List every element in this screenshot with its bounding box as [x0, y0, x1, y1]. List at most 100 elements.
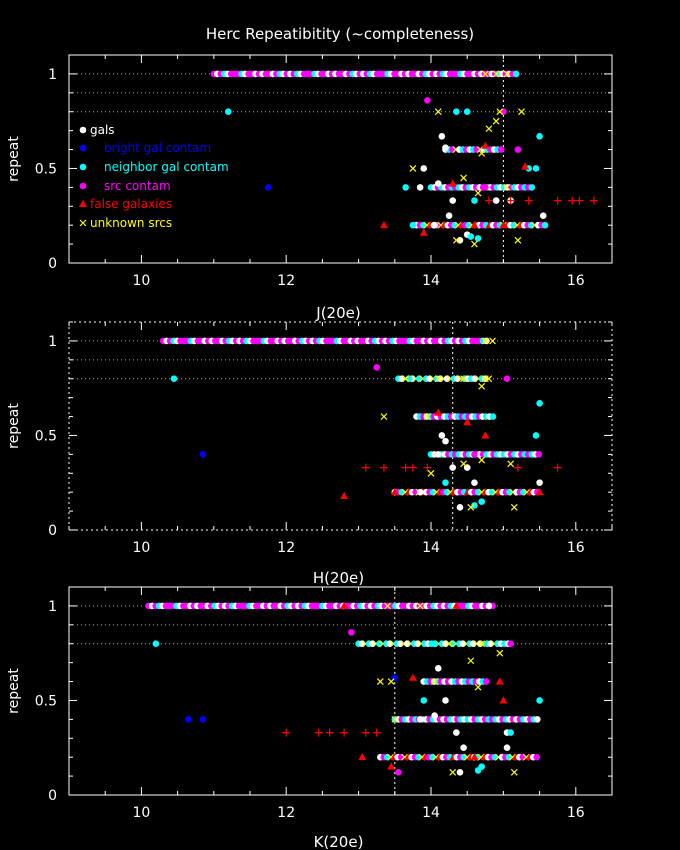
point-neighbor — [402, 184, 409, 191]
point-false — [423, 463, 432, 472]
legend-item-bright: bright gal contam — [79, 141, 211, 155]
point-unknown — [402, 375, 410, 383]
point-unknown — [503, 183, 511, 191]
legend-marker-gals — [79, 126, 87, 134]
point-neighbor — [409, 221, 417, 229]
x-tick-label: 10 — [132, 540, 150, 556]
band-marker — [414, 640, 421, 648]
legend-item-neighbor: neighbor gal contam — [79, 160, 229, 174]
point-false — [340, 491, 349, 499]
point-neighbor — [420, 697, 428, 704]
point-false — [340, 601, 349, 609]
point-false — [589, 196, 598, 205]
band-marker — [403, 640, 411, 648]
point-false — [358, 752, 367, 761]
band-marker — [459, 640, 467, 648]
dense-band — [413, 220, 549, 229]
point-false — [452, 601, 461, 609]
band-marker — [491, 753, 499, 761]
band-marker — [358, 640, 366, 648]
point-gals — [456, 237, 464, 244]
series-unknown — [409, 70, 525, 248]
figure-title: Herc Repeatibitity (~completeness) — [206, 25, 474, 43]
band-marker — [541, 221, 549, 229]
point-gals — [431, 221, 438, 229]
point-gals — [453, 729, 460, 736]
point-gals — [434, 451, 442, 458]
point-unknown — [507, 460, 515, 468]
x-tick-label: 12 — [277, 273, 295, 289]
point-unknown — [503, 70, 511, 78]
point-false — [434, 408, 443, 416]
point-unknown — [478, 640, 486, 648]
point-gals — [539, 212, 547, 220]
point-false — [575, 196, 584, 205]
x-tick-label: 14 — [422, 273, 440, 289]
point-unknown — [496, 108, 504, 116]
dense-band — [427, 451, 543, 458]
point-gals — [442, 144, 449, 151]
point-false — [506, 196, 515, 205]
band-marker — [449, 146, 456, 153]
point-src — [507, 640, 514, 648]
legend-marker-src — [79, 182, 87, 190]
band-marker — [473, 146, 481, 153]
point-unknown — [492, 117, 500, 125]
point-neighbor — [474, 235, 482, 242]
y-tick-label: 0 — [48, 256, 57, 272]
dense-band — [391, 716, 541, 723]
dense-band — [427, 184, 536, 191]
series-neighbor — [170, 375, 543, 509]
series-gals — [416, 432, 543, 511]
point-neighbor — [405, 375, 413, 383]
panel-3: 10 12 14 16 0 0.5 1 K(20e) repeat — [6, 586, 613, 850]
dense-band — [420, 678, 490, 685]
point-gals — [449, 197, 457, 204]
point-neighbor — [536, 400, 543, 407]
band-marker — [398, 375, 406, 383]
x-axis-label: K(20e) — [314, 833, 364, 850]
band-marker — [443, 488, 451, 496]
point-false — [372, 728, 381, 737]
band-marker — [510, 221, 518, 229]
point-gals — [438, 432, 446, 439]
series-bright — [199, 451, 207, 458]
point-gals — [416, 488, 424, 496]
point-unknown — [478, 149, 486, 157]
point-false — [340, 728, 349, 737]
point-unknown — [474, 189, 482, 197]
point-unknown — [471, 240, 478, 248]
point-bright — [264, 184, 272, 191]
legend-item-false: false galaxies — [79, 197, 172, 211]
point-neighbor — [507, 729, 514, 736]
band-marker — [506, 488, 513, 496]
legend-item-unknown: unknown srcs — [79, 216, 172, 230]
x-tick-label: 16 — [567, 805, 585, 821]
point-false — [521, 162, 530, 170]
point-false — [553, 196, 562, 205]
dense-band — [210, 70, 520, 78]
band-marker — [505, 753, 513, 761]
point-neighbor — [478, 763, 485, 770]
y-axis-label: repeat — [6, 668, 22, 714]
band-marker — [386, 640, 394, 648]
point-false — [553, 463, 562, 472]
series-src — [424, 97, 522, 191]
band-marker — [489, 413, 497, 420]
point-src — [373, 364, 381, 371]
point-neighbor — [478, 498, 485, 505]
series-false — [379, 141, 598, 236]
point-bright — [199, 716, 207, 723]
band-marker — [471, 375, 479, 383]
point-unknown — [474, 683, 482, 691]
point-gals — [503, 744, 511, 752]
point-unknown — [423, 413, 431, 420]
point-false — [470, 220, 479, 229]
plot-frame — [68, 586, 613, 796]
band-marker — [451, 221, 459, 229]
point-unknown — [510, 768, 518, 776]
y-tick-label: 0.5 — [35, 693, 57, 709]
y-tick-label: 0.5 — [35, 161, 57, 177]
legend-marker-neighbor — [79, 163, 87, 171]
